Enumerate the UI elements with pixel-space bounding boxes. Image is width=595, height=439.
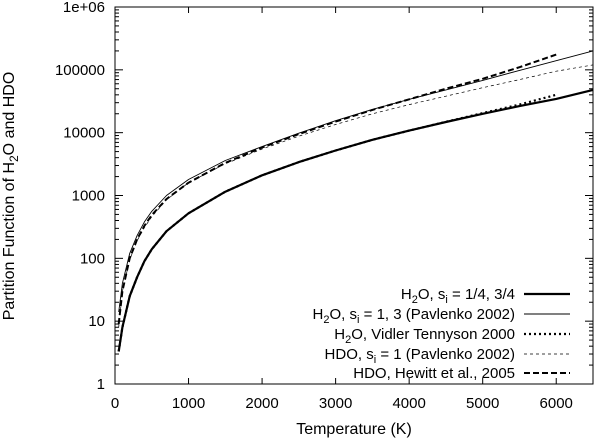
y-tick-label: 1000 bbox=[72, 188, 105, 205]
series-line-5 bbox=[117, 53, 557, 325]
x-axis-ticks: 0 1000 2000 3000 4000 5000 6000 bbox=[111, 7, 573, 412]
x-tick-label: 4000 bbox=[392, 395, 425, 412]
y-axis-label: Partition Function of H2O and HDO bbox=[1, 72, 21, 321]
series-line-4 bbox=[118, 64, 594, 328]
x-tick-label: 6000 bbox=[540, 395, 573, 412]
y-tick-label: 100 bbox=[80, 250, 105, 267]
x-axis-label: Temperature (K) bbox=[296, 421, 412, 438]
y-tick-label: 10 bbox=[88, 313, 105, 330]
y-tick-label: 1 bbox=[97, 376, 105, 393]
series-line-3 bbox=[117, 93, 557, 352]
legend-label-5: HDO, Hewitt et al., 2005 bbox=[353, 365, 515, 382]
legend-label-4: HDO, si = 1 (Pavlenko 2002) bbox=[325, 346, 515, 366]
legend-label-1: H2O, si = 1/4, 3/4 bbox=[401, 286, 515, 306]
y-tick-label: 100000 bbox=[55, 62, 105, 79]
x-tick-label: 3000 bbox=[319, 395, 352, 412]
legend-label-3: H2O, Vidler Tennyson 2000 bbox=[334, 326, 515, 346]
y-tick-label: 1e+06 bbox=[63, 0, 105, 16]
legend-label-2: H2O, si = 1, 3 (Pavlenko 2002) bbox=[313, 306, 515, 326]
y-tick-label: 10000 bbox=[63, 125, 105, 142]
y-axis-ticks: 1 10 100 1000 10000 100000 1e+06 bbox=[55, 0, 593, 393]
x-tick-label: 1000 bbox=[172, 395, 205, 412]
x-tick-label: 0 bbox=[111, 395, 119, 412]
plot-marks bbox=[117, 50, 594, 352]
x-tick-label: 5000 bbox=[466, 395, 499, 412]
x-tick-label: 2000 bbox=[245, 395, 278, 412]
